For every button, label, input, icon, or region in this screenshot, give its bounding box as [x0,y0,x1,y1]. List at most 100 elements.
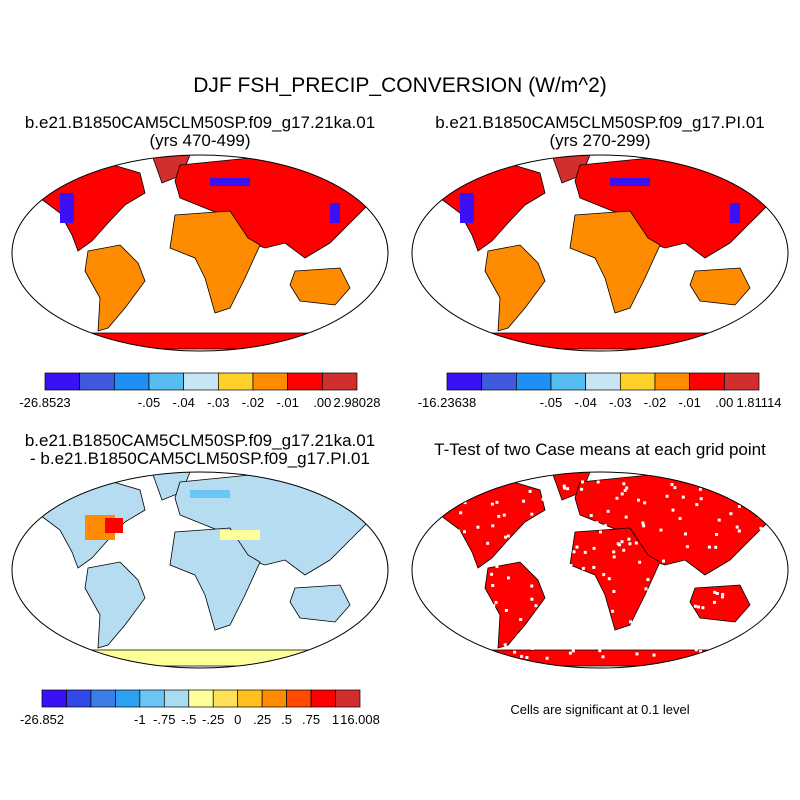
speckle-cell [757,655,761,659]
colorbar-swatch [261,689,287,708]
speckle-cell [598,649,602,653]
speckle-cell [434,535,438,538]
speckle-cell [699,497,703,501]
panel3-subtitle: - b.e21.B1850CAM5CLM50SP.f09_g17.PI.01 [30,449,370,468]
speckle-cell [530,546,533,550]
speckle-cell [713,590,717,594]
speckle-cell [572,550,576,554]
speckle-cell [714,641,718,645]
speckle-cell [535,516,539,520]
colorbar-swatch [90,689,116,708]
speckle-cell [433,604,437,608]
speckle-cell [735,525,739,529]
speckle-cell [562,560,565,564]
speckle-cell [457,529,461,533]
speckle-cell [644,587,648,591]
speckle-cell [444,560,448,564]
speckle-cell [763,579,766,583]
speckle-cell [753,552,756,556]
africa-landmass [569,210,661,314]
speckle-cell [646,603,650,607]
speckle-cell [568,645,572,649]
speckle-cell [641,521,645,525]
speckle-cell [612,590,616,593]
speckle-cell [523,535,526,539]
speckle-cell [629,620,632,624]
colorbar-swatch [446,372,483,391]
speckle-cell [685,545,689,549]
speckle-cell [715,533,718,536]
speckle-cell [741,614,745,618]
colorbar-tick-label: -16.23638 [418,395,477,410]
speckle-cell [530,584,534,588]
speckle-cell [543,613,547,617]
speckle-cell [562,538,566,542]
colorbar-tick-label: -.03 [609,395,631,410]
speckle-cell [582,597,586,601]
colorbar-tick-label: -.75 [153,712,175,727]
colorbar-swatch [723,372,760,391]
colorbar-tick-label: -.04 [172,395,194,410]
speckle-cell [430,537,434,541]
speckle-cell [494,601,498,604]
panel2-subtitle: (yrs 270-299) [549,131,651,150]
speckle-cell [653,595,656,599]
speckle-cell [717,573,720,577]
speckle-cell [516,634,520,638]
antarctica-landmass [23,649,377,667]
speckle-cell [656,586,660,590]
patch [105,518,123,533]
speckle-cell [678,595,682,599]
speckle-cell [670,483,674,486]
colorbar-tick-label: -.5 [181,712,196,727]
speckle-cell [571,649,575,653]
speckle-cell [520,654,524,658]
speckle-cell [504,609,508,612]
colorbar-tick-label: .5 [281,712,292,727]
speckle-cell [494,641,498,645]
speckle-cell [739,563,743,567]
colorbar-swatch [550,372,587,391]
speckle-cell [668,611,672,615]
speckle-cell [442,508,446,512]
speckle-cell [476,525,480,529]
speckle-cell [457,598,461,602]
speckle-cell [568,651,572,655]
speckle-cell [606,509,610,513]
speckle-cell [542,487,546,491]
speckle-cell [470,648,474,652]
speckle-cell [662,559,665,563]
speckle-cell [502,513,506,517]
speckle-cell [606,635,610,639]
speckle-cell [678,517,682,520]
map-panel-3 [12,472,388,668]
speckle-cell [644,598,648,602]
speckle-cell [611,609,615,613]
speckle-cell [499,556,503,560]
speckle-cell [562,484,566,488]
speckle-cell [680,635,684,639]
colorbar-tick-label: -.01 [276,395,298,410]
speckle-cell [622,482,626,486]
speckle-cell [622,548,626,552]
speckle-cell [463,501,467,505]
speckle-cell [671,508,675,512]
speckle-cell [643,501,647,505]
speckle-cell [541,637,545,640]
hotspot [210,178,250,186]
speckle-cell [526,531,530,535]
hotspots [60,178,340,223]
speckle-cell [459,511,463,515]
speckle-cell [454,529,458,533]
speckle-cell [541,497,545,501]
speckle-cell [634,541,638,545]
speckle-cell [743,570,747,574]
panel3-title: b.e21.B1850CAM5CLM50SP.f09_g17.21ka.01 [24,431,376,450]
speckle-cell [637,498,640,502]
colorbar-tick-label: 2.98028 [334,395,381,410]
significance-note: Cells are significant at 0.1 level [510,702,690,717]
colorbar-tick-label: -.04 [574,395,596,410]
speckle-cell [569,626,573,630]
speckle-cell [534,604,538,608]
speckle-cell [495,564,499,568]
